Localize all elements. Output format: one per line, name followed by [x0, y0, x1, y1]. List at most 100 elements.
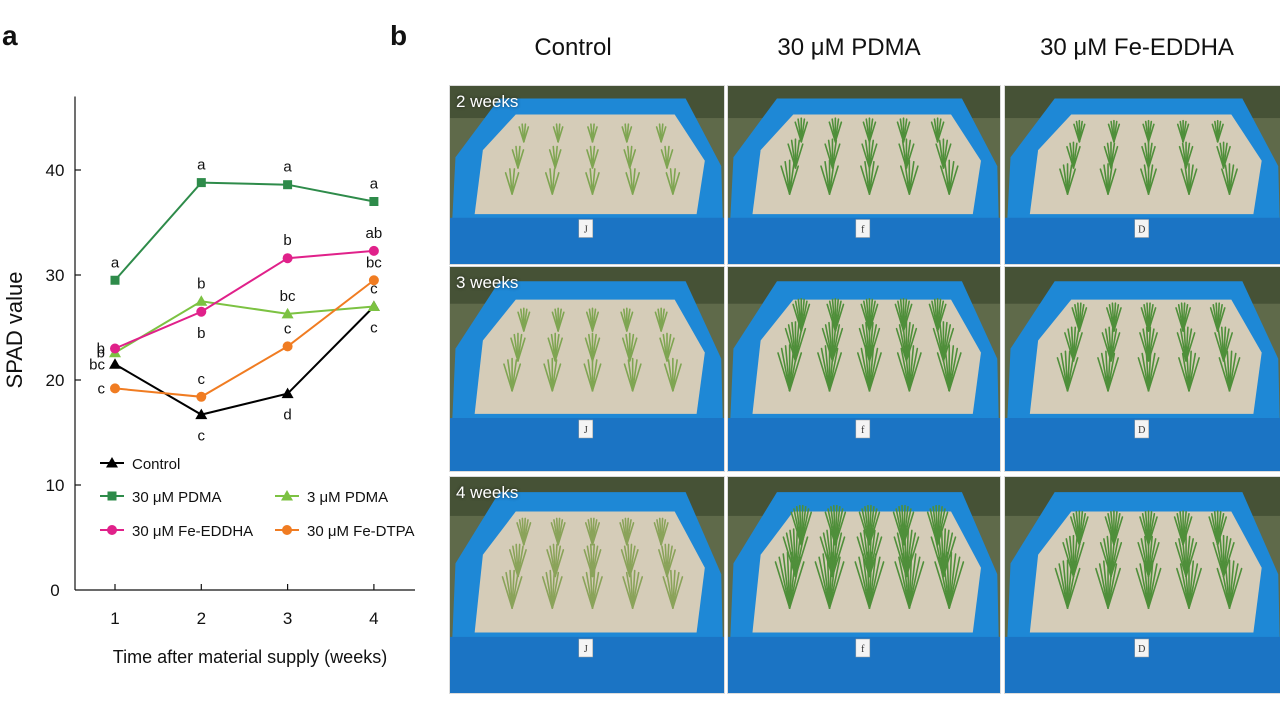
rice-leaf: [1066, 168, 1077, 195]
y-tick-label: 40: [46, 161, 65, 180]
rice-leaf: [1188, 352, 1197, 392]
rice-leaf: [1147, 168, 1157, 195]
rice-leaf: [591, 337, 601, 362]
rice-leaf: [631, 576, 644, 609]
rice-leaf: [672, 363, 682, 392]
legend-marker: [107, 491, 117, 501]
bed-tag-text: J: [584, 225, 588, 236]
data-point-3-2: [282, 253, 293, 264]
rice-leaf: [551, 363, 562, 392]
x-tick-label: 3: [283, 609, 292, 628]
rice-leaf: [511, 576, 523, 609]
field-photo: J 4 weeks: [449, 476, 725, 694]
bed-tag-text: D: [1138, 644, 1145, 655]
sand-bed: [752, 114, 981, 215]
rice-leaf: [557, 126, 564, 143]
field-photo: D: [1004, 85, 1280, 265]
legend-label: 30 μM Fe-EDDHA: [132, 523, 253, 540]
rice-leaf: [631, 359, 638, 392]
spad-line-chart: 0 10 20 30 40 1 2 3 4 Time after material supply …: [2, 96, 415, 667]
y-tick-label: 20: [46, 371, 65, 390]
rice-leaf: [788, 561, 805, 609]
significance-letter: b: [197, 275, 205, 292]
rice-leaf: [672, 576, 684, 609]
rice-leaf: [908, 165, 919, 195]
rice-leaf: [1110, 542, 1123, 578]
rice-leaf: [591, 172, 600, 195]
sand-bed: [1029, 299, 1262, 414]
bed-tag: [578, 638, 594, 658]
rice-leaf: [834, 303, 845, 332]
rice-leaf: [511, 363, 522, 392]
rice-leaf: [666, 149, 674, 169]
rice-leaf: [1066, 563, 1077, 609]
series-line-1: [114, 181, 375, 281]
panel-a-letter: a: [2, 20, 18, 51]
rice-leaf: [1216, 307, 1226, 332]
significance-letter: ab: [366, 225, 383, 242]
rice-leaf: [868, 352, 882, 392]
rice-leaf: [591, 359, 598, 392]
rice-leaf: [936, 303, 947, 332]
rice-leaf: [1216, 123, 1224, 143]
legend-marker: [106, 457, 118, 468]
legend-label: 30 μM Fe-DTPA: [307, 523, 415, 540]
rice-leaf: [942, 327, 955, 362]
rice-leaf: [672, 172, 681, 195]
data-point-1-1: [196, 178, 206, 188]
rice-leaf: [1107, 563, 1118, 609]
rice-leaf: [828, 556, 841, 609]
rice-leaf: [522, 311, 531, 332]
bed-tag: [855, 419, 871, 439]
rice-leaf: [591, 363, 602, 392]
rice-leaf: [868, 556, 881, 609]
rice-leaf: [788, 165, 800, 195]
series-line-3: [114, 249, 374, 350]
data-point-1-2: [283, 180, 293, 190]
data-point-4-2: [282, 341, 293, 352]
rice-leaf: [902, 303, 913, 332]
legend-label: Control: [132, 456, 180, 473]
bed-tag: [855, 638, 871, 658]
field-photo: D: [1004, 266, 1280, 472]
rice-leaf: [828, 160, 835, 195]
y-tick-label: 30: [46, 266, 65, 285]
rice-leaf: [868, 143, 878, 169]
legend-marker: [281, 490, 293, 501]
data-point-1-0: [110, 275, 120, 285]
bed-tag-text: J: [584, 425, 588, 436]
rice-leaf: [517, 337, 526, 362]
rice-leaf: [800, 121, 809, 143]
rice-leaf: [554, 337, 563, 362]
rice-leaf: [1072, 332, 1083, 362]
y-tick-label: 10: [46, 476, 65, 495]
rice-leaf: [1185, 145, 1194, 169]
rice-leaf: [1078, 123, 1086, 143]
bed-tag-text: J: [584, 644, 588, 655]
week-label: 4 weeks: [456, 483, 519, 502]
rice-leaf: [908, 352, 922, 392]
rice-leaf: [1072, 145, 1081, 169]
field-photo: f: [727, 476, 1001, 694]
significance-letter: c: [284, 320, 292, 337]
bed-tag: [1134, 419, 1149, 439]
rice-leaf: [1188, 563, 1199, 609]
rice-leaf: [1110, 332, 1121, 362]
rice-leaf: [1228, 357, 1241, 392]
column-header-pdma: 30 μM PDMA: [777, 34, 921, 61]
rice-leaf: [554, 149, 562, 169]
rice-leaf: [1147, 567, 1162, 609]
significance-letter: bc: [89, 356, 105, 373]
data-point-1-3: [369, 197, 379, 206]
rice-leaf: [591, 576, 603, 609]
legend-label: 3 μM PDMA: [307, 489, 388, 506]
rice-leaf: [1228, 352, 1237, 392]
rice-leaf: [626, 311, 634, 332]
rice-leaf: [517, 149, 525, 169]
rice-leaf: [1107, 352, 1116, 392]
rice-leaf: [868, 121, 877, 143]
rice-leaf: [551, 172, 560, 195]
data-point-3-1: [196, 306, 207, 317]
rice-leaf: [1078, 307, 1088, 332]
rice-leaf: [1107, 357, 1119, 392]
